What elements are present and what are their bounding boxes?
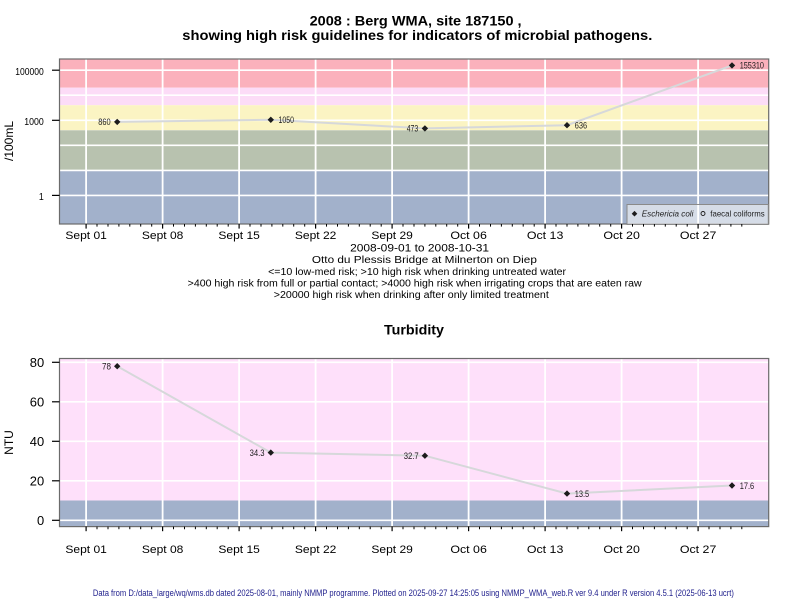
svg-text:Oct 20: Oct 20 [603,544,640,556]
svg-text:13.5: 13.5 [575,489,590,499]
svg-text:100000: 100000 [15,67,44,78]
svg-text:Sept 15: Sept 15 [218,544,260,556]
svg-text:0: 0 [37,513,44,528]
svg-text:40: 40 [30,434,44,449]
svg-text:Oct 13: Oct 13 [527,544,564,556]
svg-text:Sept 01: Sept 01 [65,544,107,556]
svg-text:Oct 27: Oct 27 [680,230,717,242]
svg-text:Sept 29: Sept 29 [371,230,413,242]
svg-text:78: 78 [102,362,111,372]
svg-text:636: 636 [575,121,587,131]
svg-text:showing high risk guidelines f: showing high risk guidelines for indicat… [182,28,652,43]
svg-text:60: 60 [30,395,44,410]
svg-text:80: 80 [30,355,44,370]
svg-text:faecal coliforms: faecal coliforms [710,208,764,218]
svg-text:Oct 20: Oct 20 [603,230,640,242]
svg-text:Oct 06: Oct 06 [450,544,487,556]
svg-text:Sept 22: Sept 22 [295,544,337,556]
svg-text:Sept 08: Sept 08 [142,230,184,242]
svg-text:1: 1 [39,192,44,203]
svg-text:2008-09-01 to 2008-10-31: 2008-09-01 to 2008-10-31 [350,243,489,255]
svg-text:473: 473 [407,124,419,134]
svg-text:34.3: 34.3 [250,448,265,458]
svg-text:Otto du Plessis Bridge at Miln: Otto du Plessis Bridge at Milnerton on D… [312,255,538,266]
svg-text:<=10 low-med risk; >10 high ri: <=10 low-med risk; >10 high risk when dr… [268,267,567,278]
svg-text:Oct 13: Oct 13 [527,230,564,242]
svg-text:32.7: 32.7 [404,451,419,461]
svg-text:20: 20 [30,474,44,489]
svg-text:Oct 27: Oct 27 [680,544,717,556]
svg-text:1000: 1000 [24,117,44,128]
svg-text:2008 : Berg WMA, site 187150 ,: 2008 : Berg WMA, site 187150 , [310,14,522,29]
svg-text:Eschericia coli: Eschericia coli [642,208,695,218]
svg-text:NTU: NTU [2,430,16,455]
svg-text:/100mL: /100mL [2,121,16,161]
svg-text:860: 860 [98,117,110,127]
svg-text:>20000 high risk when drinking: >20000 high risk when drinking after onl… [274,290,549,301]
svg-text:155310: 155310 [740,61,764,71]
svg-text:Sept 29: Sept 29 [371,544,413,556]
svg-text:>400 high risk from full or pa: >400 high risk from full or partial cont… [188,279,643,290]
svg-text:17.6: 17.6 [740,481,755,491]
svg-text:Sept 15: Sept 15 [218,230,260,242]
svg-text:Data from D:/data_large/wq/wms: Data from D:/data_large/wq/wms.db dated … [93,588,734,598]
svg-text:1050: 1050 [279,115,295,125]
svg-text:Sept 08: Sept 08 [142,544,184,556]
svg-text:Turbidity: Turbidity [384,322,445,337]
svg-text:Sept 01: Sept 01 [65,230,107,242]
svg-text:Sept 22: Sept 22 [295,230,337,242]
svg-text:Oct 06: Oct 06 [450,230,487,242]
